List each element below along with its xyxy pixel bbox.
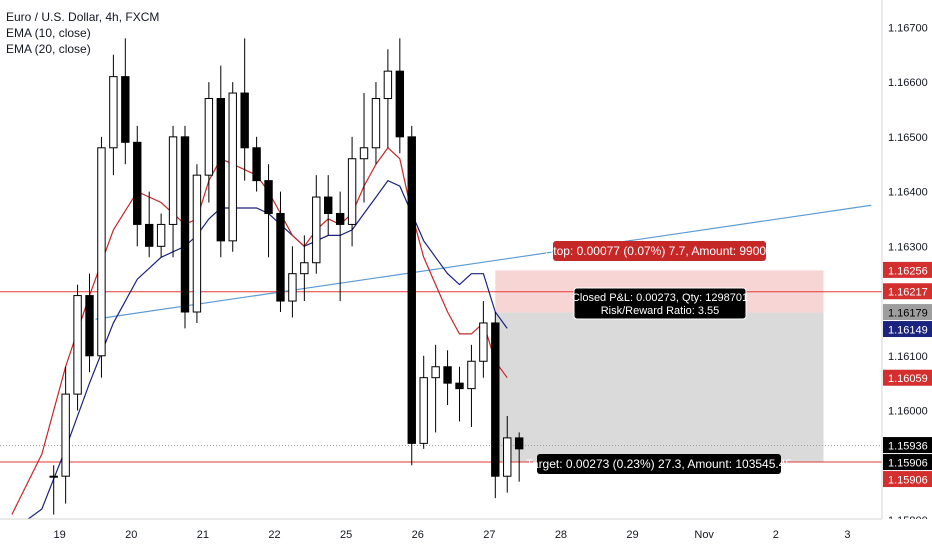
closed-pl-label-box (573, 287, 747, 320)
price-tag (883, 304, 932, 321)
price-tag-label: 1.16059 (888, 373, 928, 385)
price-tags: 1.16256 1.16217 1.16179 1.16149 1.16059 1.159… (883, 261, 932, 488)
price-tag-label: 1.15906 (888, 458, 928, 470)
candle-down (407, 136, 416, 444)
time-tick-label: 21 (197, 529, 209, 541)
price-tick-label: 1.16300 (888, 241, 928, 253)
price-tag-label: 1.16256 (888, 265, 928, 277)
candle-up (431, 366, 440, 379)
candle-up (503, 437, 512, 477)
candle-down (252, 147, 261, 182)
candle-up (467, 360, 476, 390)
price-tag-label: 1.16149 (888, 325, 928, 337)
price-tag-label: 1.15906 (888, 475, 928, 487)
price-tick-label: 1.16100 (888, 351, 928, 363)
time-tick-label: 29 (626, 529, 638, 541)
candle-down (121, 76, 130, 143)
candle-down (335, 212, 345, 225)
time-axis-bg (0, 519, 932, 550)
ema10-legend[interactable]: EMA (10, close) (6, 26, 91, 40)
symbol-title[interactable]: Euro / U.S. Dollar, 4h, FXCM (6, 10, 160, 24)
candle-up (109, 76, 118, 149)
price-tick-label: 1.16400 (888, 187, 928, 199)
candle-up (300, 262, 309, 275)
candle-down (180, 136, 190, 313)
time-tick-label: 20 (125, 529, 137, 541)
candle-up (359, 147, 369, 160)
price-tag (883, 283, 932, 300)
candle-up (228, 92, 237, 242)
price-tick-label: 1.16600 (888, 77, 928, 89)
candle-up (73, 295, 82, 395)
ema20-legend[interactable]: EMA (20, close) (6, 42, 91, 56)
stop-label-text: Stop: 0.00077 (0.07%) 7.7, Amount: 99000 (545, 244, 773, 258)
price-tag-label: 1.15936 (888, 441, 928, 453)
candle-down (443, 366, 452, 384)
price-tag (883, 471, 932, 488)
candle-down (144, 223, 154, 247)
candle-down (216, 98, 225, 242)
candle-up (156, 223, 166, 247)
time-tick-label: 2 (773, 529, 779, 541)
candle-up (371, 98, 381, 149)
time-tick-label: 25 (340, 529, 352, 541)
candle-up (347, 158, 357, 225)
price-tag (883, 454, 932, 471)
candle-up (61, 393, 70, 477)
risk-reward-text: Risk/Reward Ratio: 3.55 (601, 305, 720, 317)
candle-down (514, 437, 524, 450)
candle-down (276, 212, 285, 302)
time-axis[interactable]: 19 20 21 22 25 26 27 28 29 Nov 2 3 (0, 518, 932, 550)
time-tick-label: 27 (483, 529, 495, 541)
candle-down (395, 70, 405, 138)
candle-up (383, 70, 393, 100)
candle-up (419, 377, 428, 444)
price-tag (883, 437, 932, 454)
candle-down (324, 196, 333, 214)
candle-up (97, 147, 106, 357)
candle-up (288, 273, 297, 302)
target-zone (495, 312, 824, 462)
price-tick-label: 1.16000 (888, 406, 928, 418)
target-label-box (537, 454, 781, 474)
price-tag (883, 369, 932, 386)
trendline-layer[interactable] (95, 204, 872, 320)
price-tag-label: 1.16179 (888, 308, 928, 320)
candle-down (240, 92, 249, 149)
price-tick-label: 1.16500 (888, 132, 928, 144)
trendline (95, 204, 872, 320)
time-tick-label: 22 (268, 529, 280, 541)
position-zones (495, 270, 824, 462)
candle-down (264, 180, 273, 214)
candle-down (455, 382, 464, 390)
candle-down (491, 322, 500, 477)
closed-pl-text: Closed P&L: 0.00273, Qty: 1298701 (572, 292, 748, 304)
price-tick-label: 1.16700 (888, 22, 928, 34)
time-tick-label: 19 (54, 529, 66, 541)
candle-up (204, 98, 214, 176)
candles-layer (49, 38, 524, 515)
candle-up (192, 174, 202, 313)
candle-down (133, 141, 142, 225)
time-tick-label: Nov (694, 529, 714, 541)
candle-up (168, 136, 178, 225)
chart-legend: Euro / U.S. Dollar, 4h, FXCM EMA (10, cl… (6, 9, 159, 57)
price-tag-label: 1.16217 (888, 287, 928, 299)
time-tick-label: 28 (555, 529, 567, 541)
price-tag (883, 261, 932, 278)
time-tick-label: 3 (844, 529, 850, 541)
candle-up (479, 322, 488, 362)
target-label-text: Target: 0.00273 (0.23%) 27.3, Amount: 10… (526, 457, 793, 471)
stop-label-box (553, 241, 766, 261)
candle-up (49, 475, 58, 478)
time-tick-label: 26 (412, 529, 424, 541)
price-tag (883, 321, 932, 338)
candle-up (312, 196, 321, 264)
candle-down (85, 295, 94, 357)
position-labels: Stop: 0.00077 (0.07%) 7.7, Amount: 99000… (526, 241, 793, 474)
